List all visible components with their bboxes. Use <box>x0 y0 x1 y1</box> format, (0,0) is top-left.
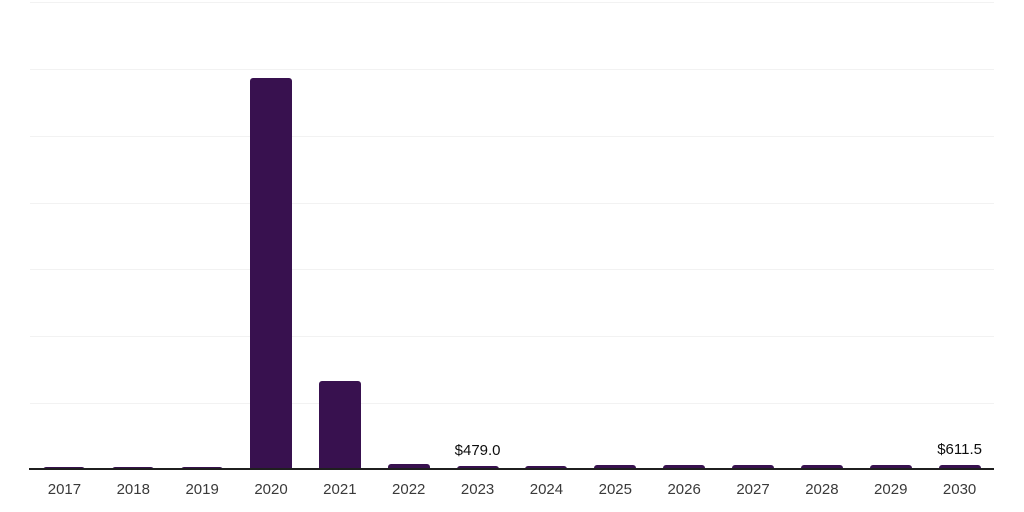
bar-2022 <box>387 463 430 470</box>
x-tick-2023: 2023 <box>460 481 495 498</box>
x-axis-line <box>29 468 994 470</box>
x-tick-2017: 2017 <box>47 481 82 498</box>
value-label-2030: $611.5 <box>937 440 982 458</box>
bar-2025 <box>594 465 637 470</box>
x-tick-2029: 2029 <box>874 481 908 498</box>
bar-2026 <box>663 465 706 470</box>
bar-slot-2028 <box>787 2 856 470</box>
bar-slot-2022 <box>374 2 443 470</box>
bar-slot-2023: $479.0 <box>443 2 512 470</box>
bar-slot-2027 <box>719 2 788 470</box>
gridline <box>30 336 994 338</box>
bar-2024 <box>525 465 568 470</box>
x-tick-2024: 2024 <box>529 481 564 498</box>
bar-slot-2029 <box>856 2 925 470</box>
x-tick-2021: 2021 <box>323 481 357 498</box>
bar-slot-2021 <box>305 2 374 470</box>
bar-2027 <box>732 465 775 470</box>
bar-chart: $479.0 $611.5 2017 2018 2019 2020 2021 2022 202… <box>29 2 994 499</box>
bar-2020 <box>250 77 292 470</box>
bar-2029 <box>869 464 912 470</box>
gridline <box>30 202 994 204</box>
bar-2030 <box>938 464 981 470</box>
value-label-2023: $479.0 <box>454 441 501 459</box>
gridline <box>30 403 994 405</box>
bar-slot-2019 <box>168 2 237 470</box>
bar-slot-2026 <box>650 2 719 470</box>
bar-2021 <box>318 381 361 470</box>
bar-slot-2025 <box>581 2 650 470</box>
gridline <box>30 135 994 137</box>
x-tick-2025: 2025 <box>598 481 632 498</box>
bar-slot-2020 <box>237 2 306 470</box>
x-tick-2018: 2018 <box>116 481 150 498</box>
gridline <box>30 68 994 70</box>
x-axis-labels: 2017 2018 2019 2020 2021 2022 2023 2024 2025 2026… <box>30 470 994 499</box>
bar-2023 <box>456 465 499 470</box>
bar-slot-2030: $611.5 <box>925 2 994 470</box>
x-tick-2022: 2022 <box>392 481 426 498</box>
x-tick-2019: 2019 <box>185 481 219 498</box>
plot-area: $479.0 $611.5 <box>29 2 994 470</box>
x-tick-2027: 2027 <box>736 481 770 498</box>
x-tick-2020: 2020 <box>254 481 288 498</box>
gridline <box>30 2 994 3</box>
bar-slot-2018 <box>99 2 168 470</box>
x-tick-2030: 2030 <box>942 481 977 498</box>
bar-slot-2024 <box>512 2 581 470</box>
bar-2028 <box>800 464 843 470</box>
bar-slot-2017 <box>30 2 99 470</box>
gridline <box>30 269 994 271</box>
x-tick-2026: 2026 <box>667 481 701 498</box>
bars-layer: $479.0 $611.5 <box>30 2 994 470</box>
x-tick-2028: 2028 <box>805 481 839 498</box>
